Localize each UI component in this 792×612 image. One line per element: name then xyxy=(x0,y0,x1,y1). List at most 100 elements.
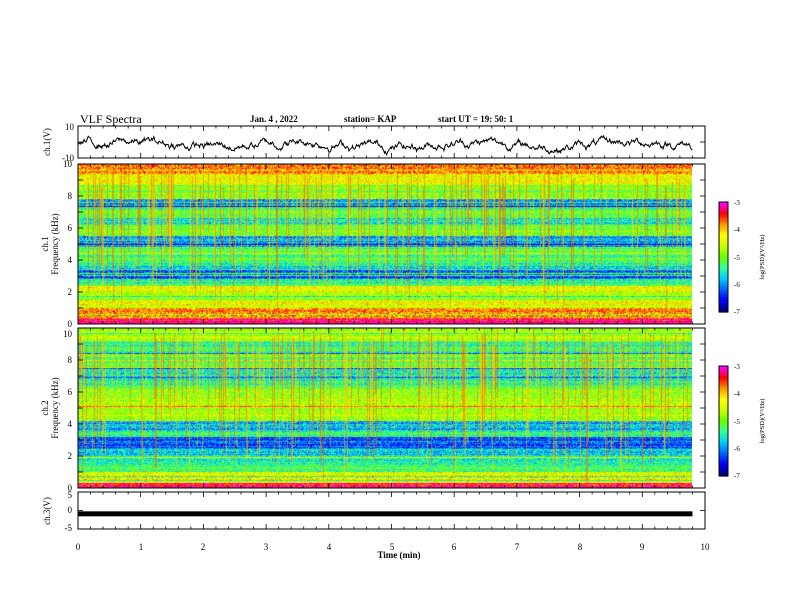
colorbar-step xyxy=(719,458,728,462)
colorbar-step xyxy=(719,252,728,256)
spectrogram-raster xyxy=(78,328,692,488)
colorbar-step xyxy=(719,207,728,211)
colorbar-step xyxy=(719,254,728,258)
colorbar-step xyxy=(719,416,728,420)
ch1-spectrogram-ticks xyxy=(77,163,706,325)
colorbar-step xyxy=(719,244,728,248)
colorbar-step xyxy=(719,408,728,412)
ch1-spec-ytick-4: 4 xyxy=(68,255,73,265)
colorbar-step xyxy=(719,274,728,278)
ch1-spectrogram-image xyxy=(78,164,692,324)
colorbar-step xyxy=(719,212,728,216)
colorbar-step xyxy=(719,284,728,288)
x-tick-6: 6 xyxy=(452,542,457,552)
colorbar-step xyxy=(719,398,728,402)
colorbar-step xyxy=(719,202,728,206)
x-tick-3: 3 xyxy=(264,542,269,552)
colorbar-step xyxy=(719,302,728,306)
ch2-spec-ytick-10: 10 xyxy=(63,329,73,339)
colorbar-step xyxy=(719,378,728,382)
x-tick-2: 2 xyxy=(201,542,206,552)
ch2-cbar-tick-7: -7 xyxy=(734,472,740,480)
ch1-spec-ylabel: Frequency (kHz) xyxy=(50,213,60,274)
colorbar-step xyxy=(719,219,728,223)
x-tick-5: 5 xyxy=(390,542,395,552)
x-tick-10: 10 xyxy=(701,542,711,552)
ch1-colorbar-frame xyxy=(718,201,729,313)
colorbar-step xyxy=(719,466,728,470)
colorbar-step xyxy=(719,393,728,397)
colorbar-step xyxy=(719,234,728,238)
colorbar-step xyxy=(719,401,728,405)
colorbar-step xyxy=(719,436,728,440)
ch1-colorbar: -3 -4 -5 -6 -7 log(PSD)(V²/Hz) xyxy=(718,199,766,316)
ch3-ytick-m5: -5 xyxy=(65,523,73,533)
ch2-spec-ytick-0: 0 xyxy=(68,483,73,493)
colorbar-step xyxy=(719,406,728,410)
ch1-waveform-trace xyxy=(77,134,693,157)
ch1-waveform-ylabel: ch.1(V) xyxy=(42,128,52,156)
ch2-colorbar-frame xyxy=(718,365,729,477)
colorbar-step xyxy=(719,388,728,392)
colorbar-step xyxy=(719,421,728,425)
ch3-waveform-frame xyxy=(77,491,706,530)
x-tick-9: 9 xyxy=(640,542,645,552)
ch2-cbar-tick-4: -4 xyxy=(734,390,740,398)
colorbar-step xyxy=(719,448,728,452)
colorbar-step xyxy=(719,391,728,395)
colorbar-step xyxy=(719,438,728,442)
colorbar-step xyxy=(719,463,728,467)
ch3-waveform-panel: 5 0 -5 ch.3(V) xyxy=(42,490,706,533)
ch2-spectrogram-panel: 0 2 4 6 8 10 ch.2 Frequency (kHz) xyxy=(40,327,706,493)
colorbar-step xyxy=(719,411,728,415)
colorbar-step xyxy=(719,247,728,251)
colorbar-step xyxy=(719,428,728,432)
ch2-colorbar: -3 -4 -5 -6 -7 log(PSD)(V²/Hz) xyxy=(718,363,766,480)
colorbar-step xyxy=(719,433,728,437)
colorbar-step xyxy=(719,204,728,208)
colorbar-step xyxy=(719,272,728,276)
ch1-waveform-ticks xyxy=(77,126,706,158)
colorbar-step xyxy=(719,386,728,390)
ch3-ytick-0: 0 xyxy=(68,505,73,515)
ch3-waveform-ylabel: ch.3(V) xyxy=(42,497,52,525)
ch1-colorbar-gradient xyxy=(719,202,728,313)
ch3-waveform-ticks xyxy=(77,491,706,530)
colorbar-step xyxy=(719,446,728,450)
colorbar-step xyxy=(719,292,728,296)
colorbar-step xyxy=(719,294,728,298)
colorbar-step xyxy=(719,214,728,218)
x-tick-0: 0 xyxy=(76,542,81,552)
colorbar-step xyxy=(719,413,728,417)
colorbar-step xyxy=(719,262,728,266)
colorbar-step xyxy=(719,443,728,447)
ch2-cbar-tick-3: -3 xyxy=(734,363,740,371)
ch1-cbar-tick-5: -5 xyxy=(734,254,740,262)
colorbar-step xyxy=(719,309,728,313)
colorbar-step xyxy=(719,282,728,286)
ch1-spec-ytick-6: 6 xyxy=(68,223,73,233)
colorbar-step xyxy=(719,217,728,221)
x-tick-4: 4 xyxy=(327,542,332,552)
colorbar-step xyxy=(719,209,728,213)
colorbar-step xyxy=(719,431,728,435)
x-tick-7: 7 xyxy=(515,542,520,552)
ch1-cbar-tick-3: -3 xyxy=(734,199,740,207)
colorbar-step xyxy=(719,368,728,372)
colorbar-step xyxy=(719,307,728,311)
colorbar-step xyxy=(719,227,728,231)
ch1-cbar-tick-6: -6 xyxy=(734,281,740,289)
x-tick-8: 8 xyxy=(578,542,583,552)
ch2-cbar-label: log(PSD)(V²/Hz) xyxy=(759,399,766,444)
colorbar-step xyxy=(719,396,728,400)
figure-title: VLF Spectra xyxy=(80,112,142,126)
colorbar-step xyxy=(719,366,728,370)
start-time-label: start UT = 19: 50: 1 xyxy=(438,114,514,124)
colorbar-step xyxy=(719,222,728,226)
colorbar-step xyxy=(719,304,728,308)
ch2-spec-ytick-4: 4 xyxy=(68,419,73,429)
colorbar-step xyxy=(719,471,728,475)
colorbar-step xyxy=(719,381,728,385)
ch2-spec-title: ch.2 xyxy=(40,400,50,415)
